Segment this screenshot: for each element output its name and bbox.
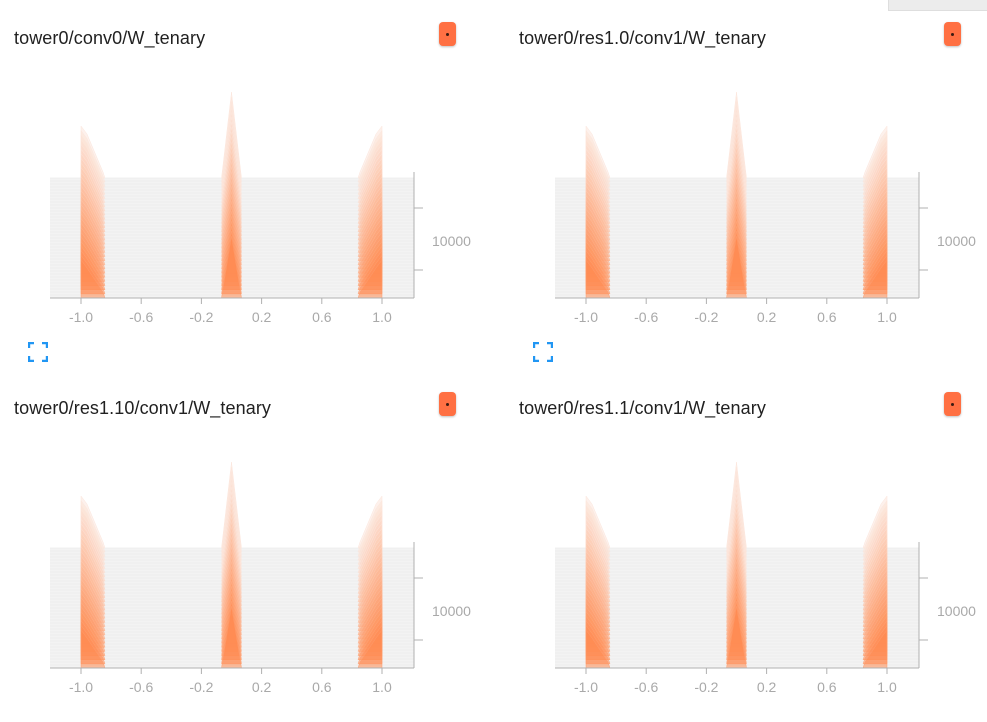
- chart-title: tower0/res1.10/conv1/W_tenary: [14, 398, 272, 418]
- x-tick-label: 1.0: [877, 679, 897, 695]
- histogram-chart: -1.0 -0.6 -0.2 0.2 0.6 1.0 10000: [555, 461, 976, 695]
- run-color-button[interactable]: [944, 392, 961, 416]
- x-tick-label: -0.2: [694, 309, 718, 325]
- histogram-card: tower0/res1.10/conv1/W_tenary -1.0 -0.6 -0…: [0, 370, 493, 722]
- x-tick-label: -0.2: [694, 679, 718, 695]
- histogram-card: tower0/conv0/W_tenary -1.0 -0.6 -0.2 0.2 0.6…: [0, 0, 493, 362]
- x-tick-label: -0.6: [129, 679, 153, 695]
- x-tick-label: -0.6: [634, 679, 658, 695]
- histogram-chart: -1.0 -0.6 -0.2 0.2 0.6 1.0 10000: [50, 91, 471, 325]
- expand-icon[interactable]: [533, 342, 553, 362]
- y-tick-label: 10000: [432, 603, 471, 619]
- x-tick-label: -1.0: [574, 679, 598, 695]
- histogram-card: tower0/res1.1/conv1/W_tenary -1.0 -0.6 -0.…: [505, 370, 987, 722]
- x-tick-label: -1.0: [69, 309, 93, 325]
- x-tick-label: 0.6: [817, 679, 837, 695]
- chart-title: tower0/conv0/W_tenary: [14, 28, 206, 48]
- chart-title: tower0/res1.1/conv1/W_tenary: [519, 398, 766, 418]
- x-tick-label: -0.6: [129, 309, 153, 325]
- x-tick-label: -0.2: [189, 309, 213, 325]
- x-tick-label: 0.6: [312, 679, 332, 695]
- x-tick-label: 0.2: [757, 309, 777, 325]
- histogram-card: tower0/res1.0/conv1/W_tenary -1.0 -0.6 -0.…: [505, 0, 987, 362]
- run-color-button[interactable]: [439, 392, 456, 416]
- x-tick-label: -0.6: [634, 309, 658, 325]
- x-tick-label: -0.2: [189, 679, 213, 695]
- y-tick-label: 10000: [937, 603, 976, 619]
- x-tick-label: 1.0: [877, 309, 897, 325]
- x-tick-label: 0.6: [817, 309, 837, 325]
- run-color-button[interactable]: [439, 22, 456, 46]
- y-tick-label: 10000: [432, 233, 471, 249]
- x-tick-label: -1.0: [69, 679, 93, 695]
- x-tick-label: -1.0: [574, 309, 598, 325]
- chart-title: tower0/res1.0/conv1/W_tenary: [519, 28, 766, 48]
- top-panel-edge: [888, 0, 987, 11]
- x-tick-label: 0.2: [252, 679, 272, 695]
- x-tick-label: 1.0: [372, 679, 392, 695]
- x-tick-label: 1.0: [372, 309, 392, 325]
- expand-icon[interactable]: [28, 342, 48, 362]
- x-tick-label: 0.2: [757, 679, 777, 695]
- run-color-button[interactable]: [944, 22, 961, 46]
- histogram-chart: -1.0 -0.6 -0.2 0.2 0.6 1.0 10000: [555, 91, 976, 325]
- x-tick-label: 0.6: [312, 309, 332, 325]
- x-tick-label: 0.2: [252, 309, 272, 325]
- y-tick-label: 10000: [937, 233, 976, 249]
- histogram-chart: -1.0 -0.6 -0.2 0.2 0.6 1.0 10000: [50, 461, 471, 695]
